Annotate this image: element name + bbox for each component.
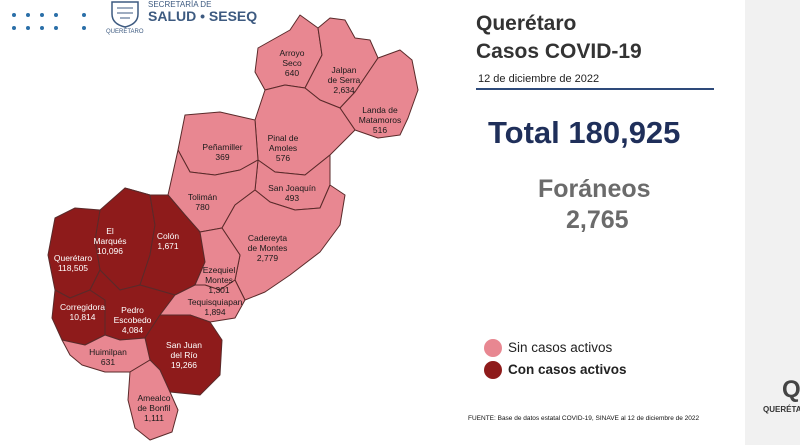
- label-tequisquiapan: Tequisquiapan 1,894: [187, 297, 243, 317]
- label-arroyo-seco: Arroyo Seco 640: [279, 48, 305, 78]
- org-line1: SECRETARÍA DE: [148, 0, 212, 9]
- org-line2: SALUD • SESEQ: [148, 8, 258, 24]
- corner-logo-text: QUERÉTARO: [763, 405, 800, 414]
- label-amealco: Amealco de Bonfil 1,111: [137, 393, 171, 423]
- label-colon: Colón 1,671: [156, 231, 180, 251]
- seseq-logo: [108, 0, 142, 28]
- source-note: FUENTE: Base de datos estatal COVID-19, …: [468, 415, 700, 422]
- label-pinal: Pinal de Amoles 576: [267, 133, 299, 163]
- label-pedro-escobedo: Pedro Escobedo 4,084: [113, 305, 152, 335]
- title-state: Querétaro: [476, 12, 577, 35]
- region-amealco[interactable]: [127, 359, 179, 441]
- legend-inactive-swatch: [484, 339, 502, 357]
- label-san-juan: San Juan del Río 19,266: [166, 340, 202, 370]
- legend-inactive-label: Sin casos activos: [508, 340, 613, 355]
- title-date: 12 de diciembre de 2022: [478, 73, 600, 85]
- legend-active-swatch: [484, 361, 502, 379]
- label-toliman: Tolimán 780: [187, 192, 218, 212]
- corner-logo-letter: Q: [782, 376, 800, 403]
- total-cases: Total 180,925: [488, 115, 681, 150]
- label-corregidora: Corregidora 10,814: [60, 302, 105, 322]
- label-penamiller: Peñamiller 369: [202, 142, 243, 162]
- org-line3: QUERÉTARO: [106, 29, 144, 35]
- label-cadereyta: Cadereyta de Montes 2,779: [247, 233, 288, 263]
- queretaro-map: [47, 14, 419, 441]
- state-seal-icon: [111, 1, 139, 28]
- label-san-joaquin: San Joaquín 493: [268, 183, 316, 203]
- label-ezequiel: Ezequiel Montes 1,301: [202, 265, 236, 295]
- label-landa: Landa de Matamoros 516: [358, 105, 402, 135]
- title-subject: Casos COVID-19: [476, 40, 642, 63]
- label-huimilpan: Huimilpan 631: [89, 347, 127, 367]
- foraneos-value: 2,765: [566, 206, 629, 234]
- region-landa-de-matamoros[interactable]: [339, 49, 419, 139]
- title-rule: [476, 88, 714, 90]
- right-panel: [745, 0, 800, 445]
- foraneos-label: Foráneos: [538, 175, 651, 203]
- label-queretaro: Querétaro 118,505: [53, 253, 93, 273]
- label-el-marques: El Marqués 10,096: [93, 226, 127, 256]
- label-jalpan: Jalpan de Serra 2,634: [327, 65, 361, 95]
- legend-active-label: Con casos activos: [508, 362, 627, 377]
